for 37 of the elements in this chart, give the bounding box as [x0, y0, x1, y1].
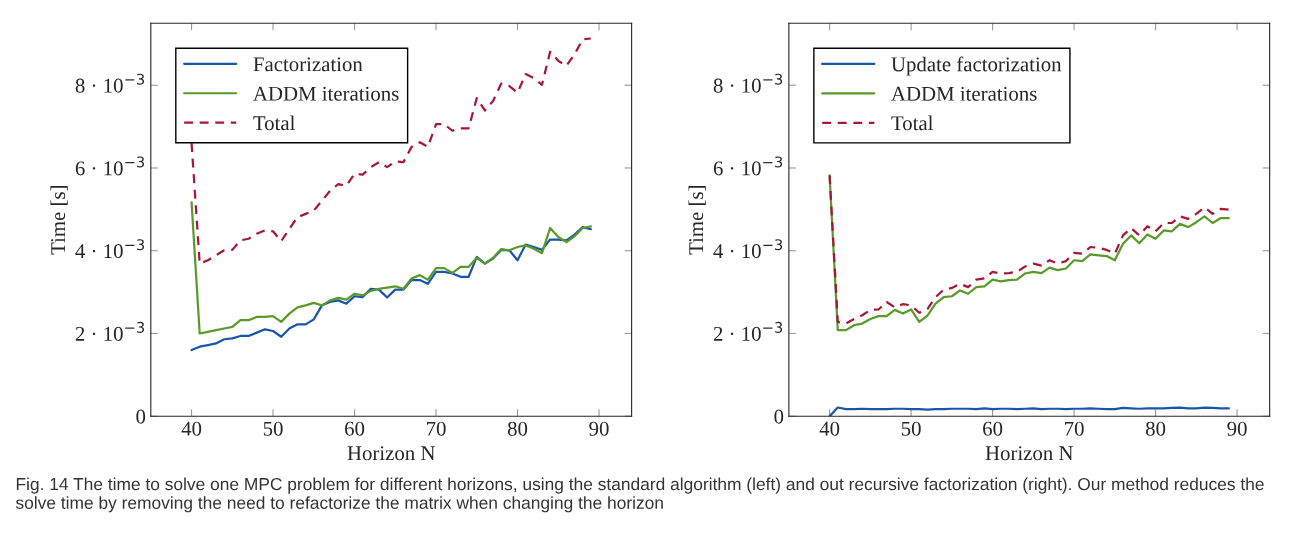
x-tick-label: 90	[589, 421, 609, 436]
x-tick-label: 70	[426, 421, 446, 436]
y-tick-label: 2 · 10$^{−3}$	[75, 321, 145, 341]
x-tick-label: 60	[983, 421, 1003, 436]
x-tick-label: 40	[181, 421, 202, 436]
y-tick-label: 6 · 10$^{−3}$	[713, 156, 783, 176]
caption: Fig. 14 The time to solve one MPC problem for different horizons, using the standard algorithm (left) and out recursive factorization (right). Our method reduces the solve time by removing the need to refactorize the matrix when changing the horizon	[15, 477, 1264, 513]
legend-label: Update factorization	[891, 56, 1062, 76]
x-tick-label: 50	[263, 421, 283, 436]
y-axis-title: Time [s]	[688, 186, 706, 255]
line-series	[828, 406, 1231, 417]
line-series	[190, 201, 592, 335]
x-tick-label: 80	[507, 421, 528, 436]
line-series	[190, 37, 592, 265]
y-tick-label: 8 · 10$^{−3}$	[713, 73, 783, 93]
x-axis-title: Horizon N	[347, 446, 435, 461]
x-tick-label: 60	[345, 421, 365, 436]
line-series	[190, 226, 592, 352]
legend-label: Total	[891, 115, 934, 131]
y-tick-label: 6 · 10$^{−3}$	[75, 156, 145, 176]
y-tick-label: 4 · 10$^{−3}$	[713, 239, 783, 259]
x-tick-label: 40	[819, 421, 840, 436]
legend-label: Total	[253, 115, 295, 131]
x-tick-label: 90	[1227, 421, 1247, 436]
y-tick-label: 4 · 10$^{−3}$	[75, 239, 145, 259]
y-tick-label: 2 · 10$^{−3}$	[713, 321, 783, 341]
x-tick-label: 80	[1145, 421, 1166, 436]
x-axis-title: Horizon N	[985, 446, 1074, 461]
legend-label: Factorization	[253, 57, 363, 72]
y-tick-label: 8 · 10$^{−3}$	[75, 73, 145, 93]
legend-label: ADDM iterations	[253, 86, 399, 101]
x-tick-label: 50	[901, 421, 921, 436]
legend-label: ADDM iterations	[891, 86, 1037, 101]
x-tick-label: 70	[1065, 421, 1084, 436]
y-tick-label: 0	[136, 409, 146, 424]
y-tick-label: 0	[774, 409, 784, 424]
y-axis-title: Time [s]	[50, 186, 68, 255]
